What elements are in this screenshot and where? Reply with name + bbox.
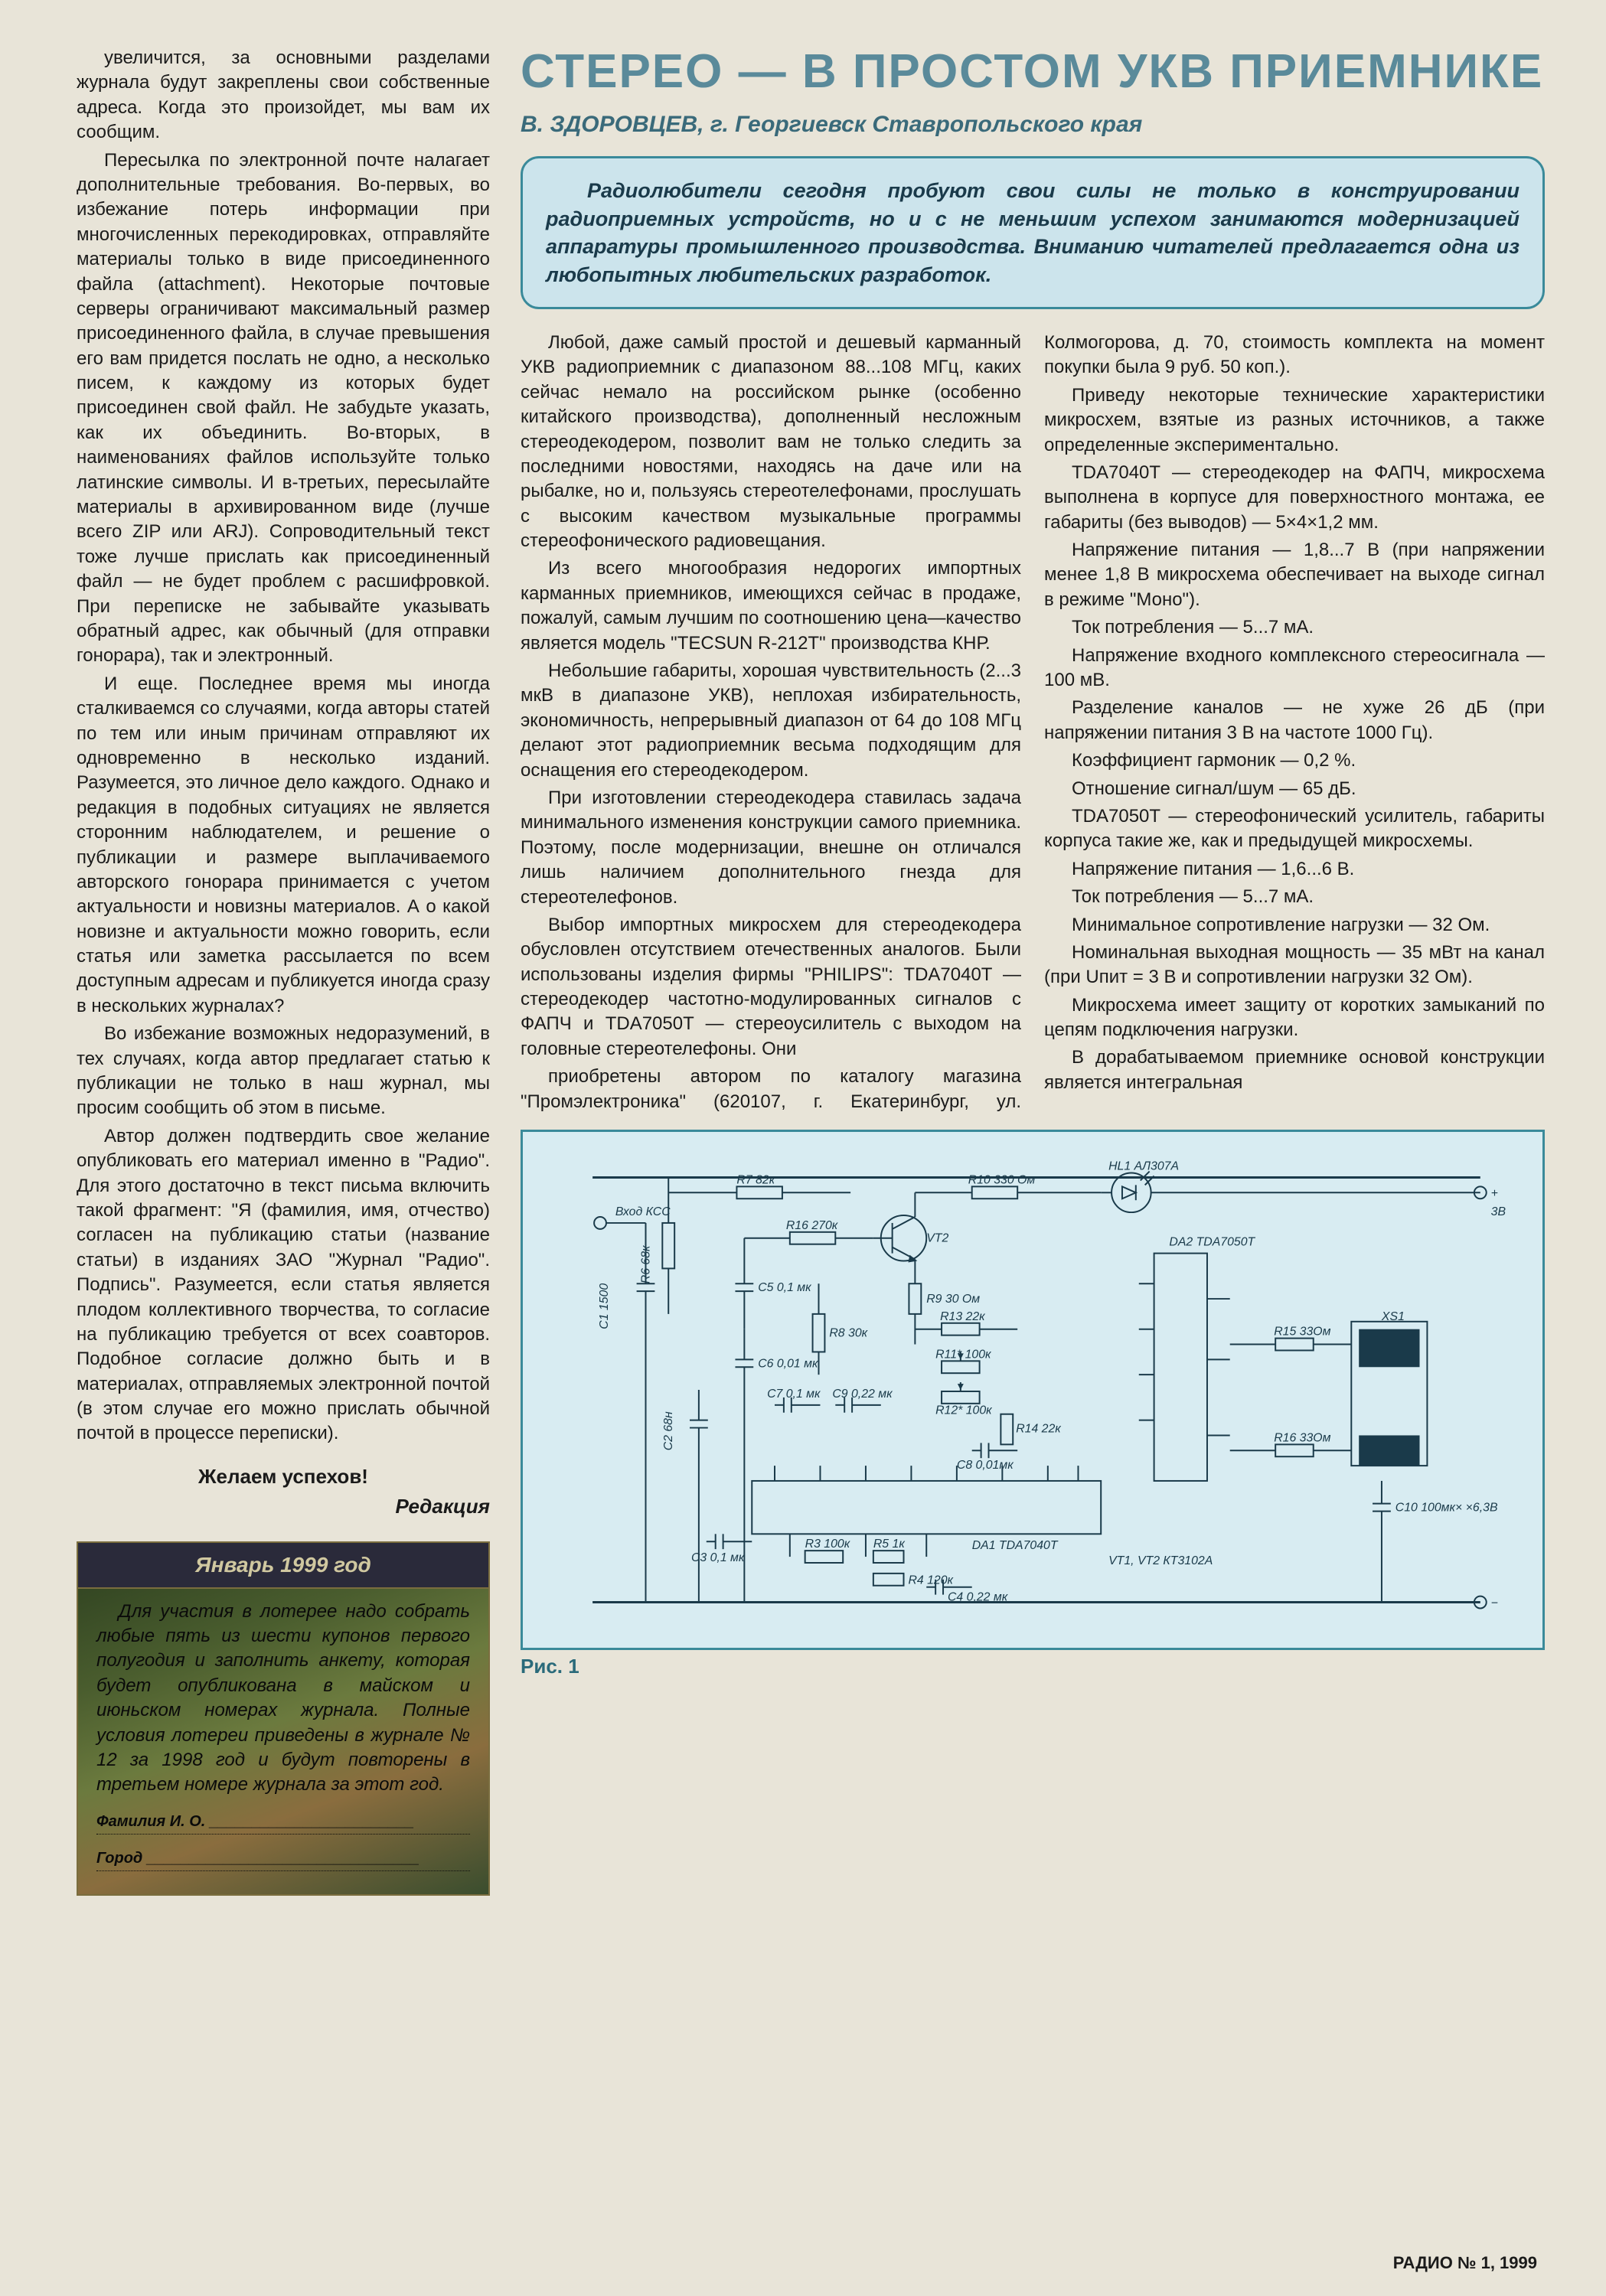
- svg-text:XS1: XS1: [1381, 1310, 1405, 1323]
- svg-text:R14 22к: R14 22к: [1016, 1423, 1061, 1436]
- body-para: Напряжение входного комплексного стереос…: [1044, 644, 1545, 693]
- left-para: Автор должен подтвердить свое желание оп…: [77, 1124, 490, 1446]
- body-para: При изготовлении стереодекодера ставилас…: [521, 786, 1021, 910]
- left-column: увеличится, за основными разделами журна…: [77, 46, 490, 2265]
- body-para: TDA7050T — стереофонический усилитель, г…: [1044, 804, 1545, 854]
- coupon-banner: Январь 1999 год: [78, 1543, 488, 1589]
- svg-text:Вход КСС: Вход КСС: [615, 1205, 671, 1218]
- body-para: Номинальная выходная мощность — 35 мВт н…: [1044, 941, 1545, 990]
- svg-text:R13 22к: R13 22к: [940, 1310, 985, 1323]
- left-para: Пересылка по электронной почте налагает …: [77, 148, 490, 669]
- svg-text:C8 0,01мк: C8 0,01мк: [957, 1459, 1014, 1472]
- svg-text:R11* 100к: R11* 100к: [935, 1348, 991, 1361]
- signature: Редакция: [77, 1495, 490, 1518]
- svg-text:C2 68н: C2 68н: [662, 1411, 675, 1450]
- svg-text:R16 33Ом: R16 33Ом: [1274, 1431, 1330, 1444]
- lottery-coupon: Январь 1999 год Для участия в лотерее на…: [77, 1541, 490, 1896]
- article-body: Любой, даже самый простой и дешевый карм…: [521, 331, 1545, 1114]
- body-para: Микросхема имеет защиту от коротких замы…: [1044, 993, 1545, 1043]
- body-para: Любой, даже самый простой и дешевый карм…: [521, 331, 1021, 554]
- page: увеличится, за основными разделами журна…: [77, 46, 1545, 2265]
- svg-text:VT2: VT2: [926, 1232, 948, 1245]
- body-para: Напряжение питания — 1,8...7 В (при напр…: [1044, 538, 1545, 612]
- svg-text:VT1, VT2 КТ3102А: VT1, VT2 КТ3102А: [1108, 1554, 1213, 1567]
- svg-text:R7 82к: R7 82к: [736, 1173, 775, 1186]
- left-para: увеличится, за основными разделами журна…: [77, 46, 490, 145]
- body-para: Минимальное сопротивление нагрузки — 32 …: [1044, 913, 1545, 938]
- article-column: СТЕРЕО — В ПРОСТОМ УКВ ПРИЕМНИКЕ В. ЗДОР…: [521, 46, 1545, 2265]
- coupon-city-field: Город ________________________________: [96, 1848, 470, 1871]
- article-author: В. ЗДОРОВЦЕВ, г. Георгиевск Ставропольск…: [521, 112, 1545, 138]
- body-para: Из всего многообразия недорогих импортны…: [521, 556, 1021, 656]
- left-para: И еще. Последнее время мы иногда сталкив…: [77, 672, 490, 1019]
- svg-text:+: +: [1491, 1187, 1498, 1200]
- svg-text:C7 0,1 мк: C7 0,1 мк: [767, 1388, 821, 1401]
- svg-text:R9 30 Ом: R9 30 Ом: [926, 1293, 980, 1306]
- body-para: Приведу некоторые технические характерис…: [1044, 383, 1545, 458]
- body-para: Разделение каналов — не хуже 26 дБ (при …: [1044, 696, 1545, 745]
- svg-text:R12* 100к: R12* 100к: [935, 1404, 992, 1417]
- svg-text:DA1 TDA7040T: DA1 TDA7040T: [972, 1539, 1059, 1552]
- body-para: Коэффициент гармоник — 0,2 %.: [1044, 748, 1545, 773]
- svg-text:R5 1к: R5 1к: [873, 1538, 905, 1551]
- page-footer: РАДИО № 1, 1999: [1393, 2253, 1537, 2273]
- svg-text:C5 0,1 мк: C5 0,1 мк: [758, 1281, 811, 1294]
- svg-text:HL1 АЛ307А: HL1 АЛ307А: [1108, 1160, 1179, 1173]
- svg-text:C3 0,1 мк: C3 0,1 мк: [691, 1551, 745, 1564]
- svg-text:C6 0,01 мк: C6 0,01 мк: [758, 1357, 818, 1370]
- svg-text:R15 33Ом: R15 33Ом: [1274, 1326, 1330, 1339]
- body-para: Ток потребления — 5...7 мА.: [1044, 885, 1545, 909]
- svg-text:C4 0,22 мк: C4 0,22 мк: [948, 1591, 1008, 1604]
- svg-text:R6 68к: R6 68к: [639, 1245, 652, 1283]
- svg-text:R10 330 Ом: R10 330 Ом: [968, 1173, 1036, 1186]
- svg-text:C10 100мк× ×6,3В: C10 100мк× ×6,3В: [1395, 1502, 1498, 1515]
- svg-text:R8 30к: R8 30к: [829, 1327, 867, 1340]
- figure-label: Рис. 1: [521, 1655, 1545, 1678]
- body-para: В дорабатываемом приемнике основой конст…: [1044, 1045, 1545, 1095]
- body-para: Напряжение питания — 1,6...6 В.: [1044, 857, 1545, 882]
- body-para: Выбор импортных микросхем для стереодеко…: [521, 913, 1021, 1062]
- coupon-name-field: Фамилия И. О. ________________________: [96, 1812, 470, 1835]
- svg-text:C9 0,22 мк: C9 0,22 мк: [832, 1388, 893, 1401]
- svg-text:−: −: [1491, 1597, 1498, 1610]
- svg-text:C1 1500: C1 1500: [598, 1283, 611, 1329]
- body-para: Отношение сигнал/шум — 65 дБ.: [1044, 777, 1545, 801]
- body-para: Небольшие габариты, хорошая чувствительн…: [521, 659, 1021, 783]
- svg-text:R4 120к: R4 120к: [908, 1574, 953, 1587]
- coupon-text: Для участия в лотерее надо собрать любые…: [96, 1600, 470, 1798]
- svg-text:DA2 TDA7050T: DA2 TDA7050T: [1169, 1236, 1255, 1249]
- svg-text:R16 270к: R16 270к: [786, 1219, 838, 1232]
- circuit-schematic: Вход КСС C1 1500 R6 68к R7 82к: [521, 1130, 1545, 1650]
- left-para: Во избежание возможных недоразумений, в …: [77, 1022, 490, 1121]
- article-title: СТЕРЕО — В ПРОСТОМ УКВ ПРИЕМНИКЕ: [521, 46, 1545, 98]
- svg-text:R3 100к: R3 100к: [805, 1538, 850, 1551]
- svg-text:3В: 3В: [1491, 1205, 1506, 1218]
- body-para: TDA7040T — стереодекодер на ФАПЧ, микрос…: [1044, 461, 1545, 535]
- wish-text: Желаем успехов!: [77, 1465, 490, 1489]
- article-abstract: Радиолюбители сегодня пробуют свои силы …: [521, 156, 1545, 309]
- body-para: Ток потребления — 5...7 мА.: [1044, 615, 1545, 640]
